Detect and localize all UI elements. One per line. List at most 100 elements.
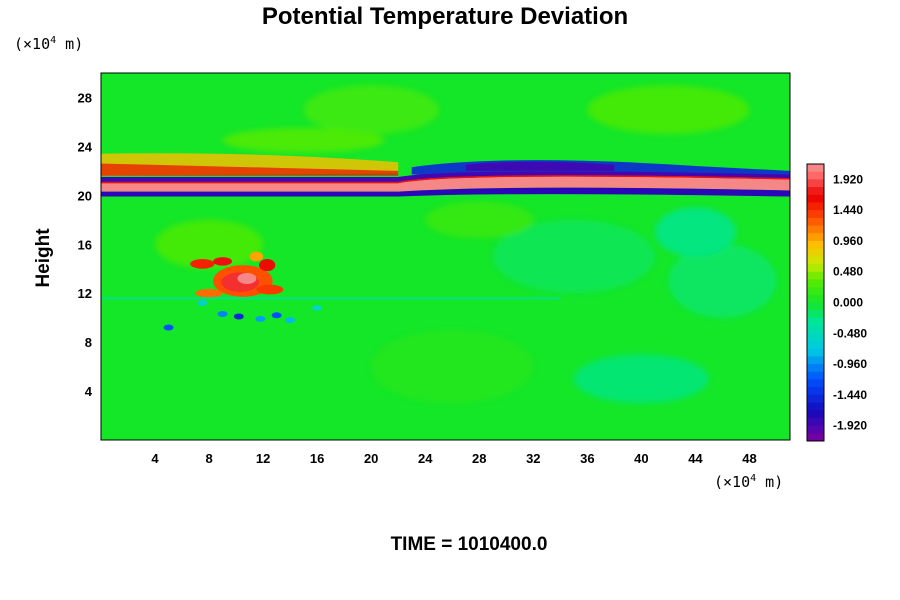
colorbar-swatch	[807, 248, 824, 257]
y-tick-label: 8	[85, 335, 92, 350]
y-tick-label: 12	[78, 286, 92, 301]
x-tick-label: 16	[310, 451, 324, 466]
warm-anomaly	[195, 288, 223, 298]
y-tick-label: 16	[78, 237, 92, 252]
y-tick-label: 4	[85, 384, 93, 399]
field-patch	[654, 207, 736, 257]
colorbar-swatch	[807, 294, 824, 303]
cold-anomaly	[465, 161, 615, 171]
cold-streak	[255, 315, 266, 322]
warm-anomaly	[259, 258, 276, 272]
colorbar-swatch	[807, 202, 824, 211]
x-tick-label: 48	[742, 451, 756, 466]
colorbar-swatch	[807, 233, 824, 242]
colorbar-swatch	[807, 425, 824, 434]
cold-streak	[271, 312, 282, 319]
colorbar-tick-label: -1.920	[833, 419, 867, 433]
colorbar-swatch	[807, 164, 824, 173]
cold-streak	[217, 310, 228, 317]
colorbar-tick-label: 1.440	[833, 203, 863, 217]
field-streak	[101, 296, 561, 300]
warm-anomaly	[213, 257, 233, 266]
cold-streak	[233, 313, 244, 320]
field-patch	[573, 354, 709, 404]
colorbar-swatch	[807, 356, 824, 365]
x-tick-label: 40	[634, 451, 648, 466]
field-patch	[668, 244, 777, 318]
warm-anomaly	[237, 273, 257, 285]
colorbar: 1.920 1.440 0.960 0.480 0.000 -0.480 -0.960 -1.…	[806, 163, 867, 442]
colorbar-swatch	[807, 310, 824, 319]
x-tick-label: 8	[205, 451, 212, 466]
colorbar-swatch	[807, 171, 824, 180]
colorbar-swatch	[807, 271, 824, 280]
y-tick-label: 20	[78, 188, 92, 203]
field-patch	[587, 85, 750, 135]
heatmap-plot	[100, 72, 791, 441]
field-patch	[371, 329, 534, 404]
colorbar-swatch	[807, 256, 824, 265]
colorbar-swatch	[807, 217, 824, 227]
cold-streak	[163, 324, 174, 331]
field-patch	[425, 201, 534, 239]
colorbar-swatch	[807, 340, 824, 350]
colorbar-swatch	[807, 417, 824, 427]
colorbar-swatch	[807, 402, 824, 411]
cold-band-lower	[101, 187, 790, 197]
cold-streak	[285, 317, 296, 324]
colorbar-swatch	[807, 371, 824, 380]
colorbar-swatch	[807, 348, 824, 357]
colorbar-swatch	[807, 433, 824, 442]
y-tick-label: 24	[78, 139, 93, 154]
time-label: TIME = 1010400.0	[391, 534, 548, 555]
colorbar-swatch	[807, 194, 824, 203]
chart-title: Potential Temperature Deviation	[262, 3, 628, 30]
field-patch	[222, 128, 385, 153]
y-tick-label: 28	[78, 90, 92, 105]
y-axis-label: Height	[33, 228, 54, 288]
colorbar-swatch	[807, 287, 824, 296]
colorbar-tick-label: -0.480	[833, 326, 867, 340]
colorbar-swatch	[807, 333, 824, 342]
y-axis-ticks: 4 8 12 16 20 24 28	[78, 90, 93, 399]
field-patch	[155, 219, 264, 269]
field-patch	[492, 219, 655, 294]
x-axis-ticks: 4 8 12 16 20 24 28 32 36 40 44 48	[151, 451, 756, 466]
x-unit-label: (×104 m)	[714, 473, 783, 491]
colorbar-swatch	[807, 240, 824, 250]
colorbar-tick-label: 0.480	[833, 265, 863, 279]
x-tick-label: 44	[688, 451, 703, 466]
colorbar-swatch	[807, 264, 824, 273]
cold-streak	[312, 304, 323, 311]
colorbar-swatch	[807, 279, 824, 288]
x-tick-label: 4	[151, 451, 159, 466]
colorbar-border	[806, 163, 825, 442]
colorbar-swatch	[807, 210, 824, 219]
x-tick-label: 36	[580, 451, 594, 466]
warm-anomaly	[190, 258, 215, 269]
x-tick-label: 24	[418, 451, 433, 466]
colorbar-tick-label: -1.440	[833, 388, 867, 402]
plot-border	[100, 72, 791, 441]
colorbar-swatch	[807, 364, 824, 373]
colorbar-swatch	[807, 302, 824, 311]
colorbar-swatch	[807, 179, 824, 188]
colorbar-swatch	[807, 379, 824, 388]
field-patch	[303, 85, 439, 135]
colorbar-tick-label: -0.960	[833, 357, 867, 371]
colorbar-tick-label: 0.960	[833, 234, 863, 248]
x-tick-label: 20	[364, 451, 378, 466]
warm-band	[101, 176, 790, 192]
cold-streak	[197, 299, 208, 306]
warm-anomaly	[249, 251, 264, 262]
colorbar-swatch	[807, 410, 824, 419]
colorbar-tick-label: 1.920	[833, 172, 863, 186]
colorbar-swatch	[807, 317, 824, 327]
warm-anomaly	[256, 284, 284, 295]
colorbar-swatch	[807, 225, 824, 234]
cold-band-upper	[101, 171, 790, 184]
x-tick-label: 32	[526, 451, 540, 466]
colorbar-tick-label: 0.000	[833, 296, 863, 310]
colorbar-swatch	[807, 325, 824, 334]
